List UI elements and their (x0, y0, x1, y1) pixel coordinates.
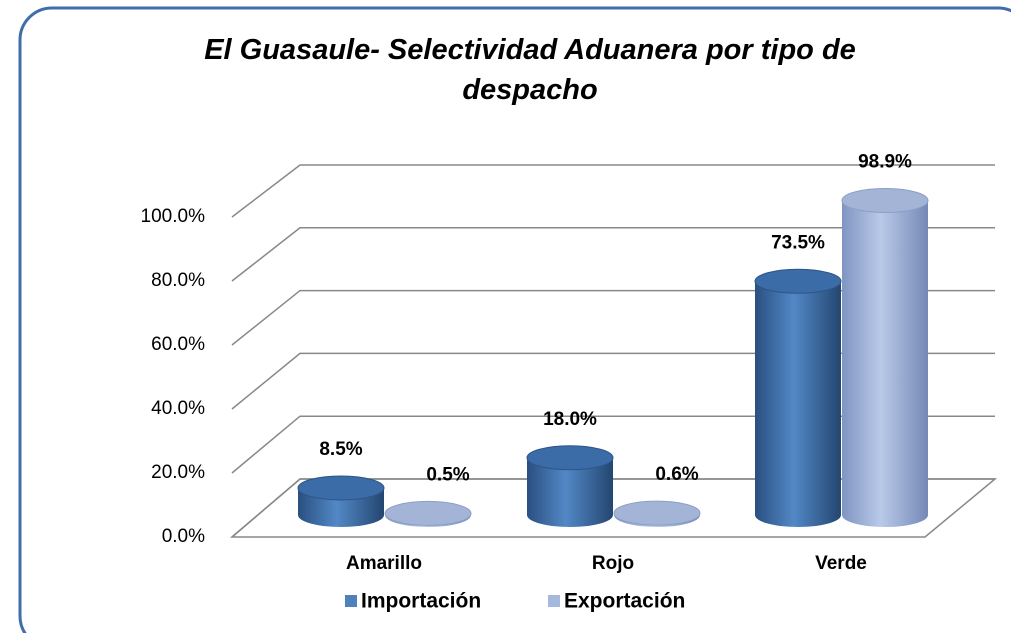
legend-swatch (548, 595, 560, 607)
data-label: 98.9% (858, 152, 912, 173)
cylinder-top (841, 187, 929, 213)
y-tick-label: 20.0% (151, 462, 205, 483)
data-label: 0.5% (426, 464, 469, 485)
cylinder-body (842, 200, 928, 528)
data-label: 18.0% (543, 409, 597, 430)
data-label: 0.6% (655, 464, 698, 485)
cylinder-top (613, 500, 701, 526)
cylinder-body (527, 457, 613, 527)
x-tick-label: Verde (815, 553, 867, 574)
legend-label: Exportación (564, 590, 685, 613)
y-tick-label: 0.0% (162, 526, 205, 547)
x-tick-label: Rojo (592, 553, 634, 574)
grid-line (231, 227, 995, 282)
legend-label: Importación (361, 590, 481, 613)
cylinder-body (755, 281, 841, 527)
grid-line (231, 164, 995, 218)
frame (18, 6, 1011, 633)
x-tick-label: Amarillo (346, 553, 422, 574)
data-label: 73.5% (771, 232, 825, 253)
y-tick-label: 60.0% (151, 334, 205, 355)
cylinder-top (297, 475, 385, 501)
cylinder-top (526, 445, 614, 471)
y-tick-label: 40.0% (151, 398, 205, 419)
y-tick-label: 80.0% (151, 270, 205, 291)
cylinder-top (384, 500, 472, 526)
y-tick-label: 100.0% (141, 206, 206, 227)
legend-swatch (345, 595, 357, 607)
chart-title: El Guasaule- Selectividad Aduanera por t… (204, 34, 856, 106)
data-label: 8.5% (319, 439, 362, 460)
cylinder-top (754, 268, 842, 294)
